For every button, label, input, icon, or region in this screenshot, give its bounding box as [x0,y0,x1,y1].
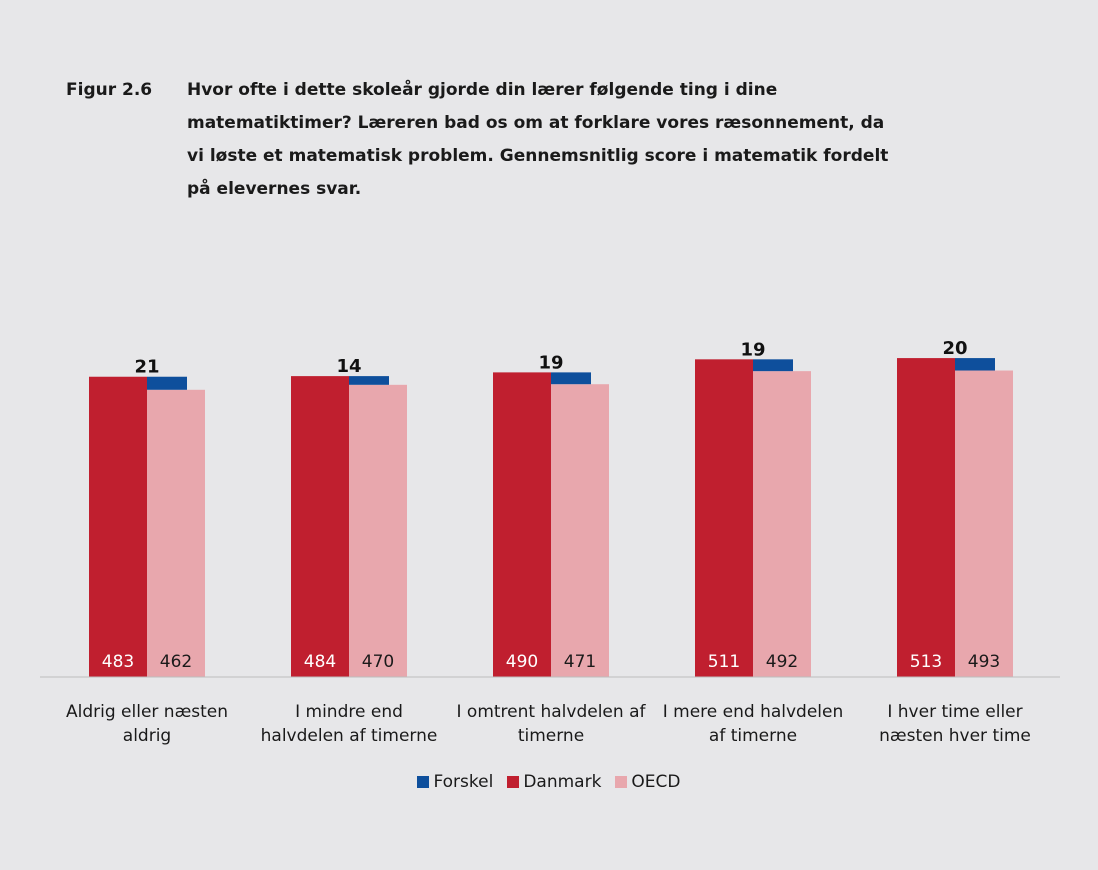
bar [753,371,811,677]
value-label: 492 [766,652,798,672]
bar [955,370,1013,677]
legend-item: Danmark [507,772,601,792]
x-tick-label: Aldrig eller næsten aldrig [65,702,229,746]
bar-segment [753,359,793,372]
legend: Forskel Danmark OECD [0,772,1098,792]
x-tick-label: I mere end halvdelen af timerne [662,702,844,746]
chart-title: Hvor ofte i dette skoleår gjorde din lær… [187,80,889,199]
value-label: 483 [102,652,134,672]
legend-item: Forskel [417,772,493,792]
value-label: 19 [538,352,563,373]
bar-segment [349,376,389,385]
figure-label: Figur 2.6 [66,80,153,100]
value-label: 20 [942,338,967,359]
legend-swatch [615,776,628,788]
bar-segment [551,372,591,385]
value-label: 493 [968,652,1000,672]
bar-segment [147,376,187,390]
legend-label: Danmark [523,772,602,792]
x-tick-label: I mindre end halvdelen af timerne [260,702,438,746]
legend-swatch [507,776,520,788]
value-label: 513 [910,652,942,672]
bar [897,358,955,677]
value-label: 490 [506,652,538,672]
bar [147,389,205,677]
value-label: 484 [304,652,336,672]
value-label: 462 [160,652,192,672]
legend-label: Forskel [433,772,494,792]
bar [349,384,407,677]
bar [291,376,349,677]
value-label: 19 [740,339,765,360]
bar [551,384,609,677]
legend-item: OECD [615,772,681,792]
bar [695,359,753,677]
bar [493,372,551,677]
value-label: 471 [564,652,596,672]
legend-label: OECD [631,772,681,792]
legend-swatch [417,776,430,788]
value-label: 21 [134,357,159,378]
value-label: 470 [362,652,394,672]
value-label: 511 [708,652,740,672]
x-tick-label: I omtrent halvdelen af timerne [456,702,646,746]
bar [89,376,147,677]
value-label: 14 [336,356,361,377]
bar-segment [955,358,995,371]
x-tick-label: I hver time eller næsten hver time [879,702,1031,746]
